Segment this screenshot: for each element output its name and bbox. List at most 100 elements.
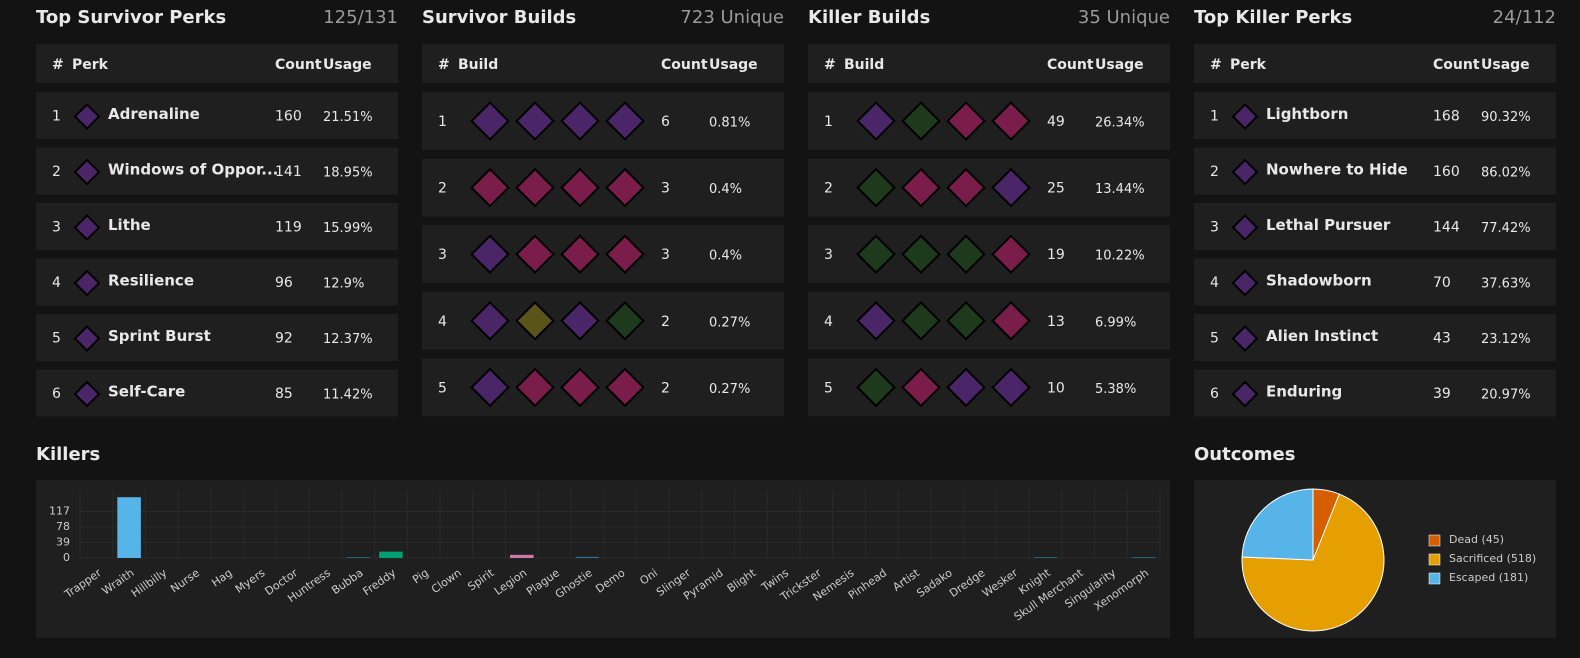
icon [856, 234, 896, 274]
perk-name: Windows of Oppor... [108, 161, 278, 179]
icon [1231, 214, 1259, 241]
icon [560, 301, 600, 341]
column-header: Build [844, 57, 884, 73]
perk-name: Sprint Burst [108, 327, 211, 345]
column-header: # [1210, 57, 1222, 73]
rank: 5 [1210, 331, 1219, 347]
count: 10 [1047, 380, 1065, 396]
column-header: # [824, 57, 836, 73]
rank: 4 [824, 314, 833, 330]
icon [1231, 158, 1259, 186]
usage: 5.38% [1095, 382, 1136, 397]
column-header: Count [661, 57, 708, 73]
usage: 11.42% [323, 388, 373, 403]
count: 168 [1433, 109, 1460, 125]
rank: 4 [1210, 275, 1219, 291]
count: 6 [661, 114, 670, 130]
column-header: Count [275, 57, 322, 73]
rank: 1 [438, 114, 447, 130]
pie-slice [1241, 488, 1314, 561]
pie-slice [1241, 493, 1385, 632]
icon [946, 367, 986, 408]
rank: 4 [52, 275, 61, 291]
rank: 3 [1210, 220, 1219, 236]
column-header: Count [1433, 57, 1480, 73]
column-header: Usage [323, 57, 372, 73]
icon [856, 301, 896, 341]
count: 70 [1433, 275, 1451, 291]
icon [856, 367, 896, 408]
icon [605, 167, 645, 208]
column-header: Usage [1481, 57, 1530, 73]
legend-swatch [1428, 572, 1441, 585]
perk-name: Lethal Pursuer [1266, 216, 1391, 234]
panel-summary: 723 Unique [680, 7, 784, 28]
rank: 2 [1210, 164, 1219, 180]
count: 96 [275, 275, 293, 291]
icon [901, 167, 941, 208]
icon [515, 234, 555, 274]
bar [510, 554, 534, 558]
header-row [808, 44, 1170, 83]
icon [73, 325, 101, 352]
rank: 3 [438, 247, 447, 263]
icon [470, 101, 510, 141]
bar [117, 497, 141, 558]
icon [470, 301, 510, 341]
perk-name: Nowhere to Hide [1266, 161, 1408, 179]
legend-label: Escaped (181) [1449, 571, 1528, 584]
icon [1231, 325, 1259, 352]
bar [1131, 557, 1156, 558]
count: 43 [1433, 331, 1451, 347]
column-header: Perk [1230, 57, 1267, 73]
column-header: # [438, 57, 450, 73]
icon [515, 367, 555, 408]
icon [901, 367, 941, 408]
icon [470, 367, 510, 408]
usage: 20.97% [1481, 388, 1531, 403]
icon [515, 101, 555, 141]
count: 144 [1433, 220, 1460, 236]
icon [515, 301, 555, 341]
count: 2 [661, 380, 670, 396]
icon [901, 101, 941, 141]
icon [605, 234, 645, 274]
icon [901, 234, 941, 274]
icon [515, 167, 555, 208]
header-row [36, 44, 398, 83]
panel-title: Survivor Builds [422, 7, 576, 28]
icon [946, 167, 986, 208]
count: 3 [661, 181, 670, 197]
header-row [422, 44, 784, 83]
column-header: Build [458, 57, 498, 73]
count: 39 [1433, 386, 1451, 402]
count: 141 [275, 164, 302, 180]
bar [379, 551, 403, 558]
rank: 2 [824, 181, 833, 197]
panel-summary: 125/131 [323, 7, 398, 28]
usage: 0.81% [709, 116, 750, 131]
usage: 77.42% [1481, 221, 1531, 236]
column-header: # [52, 57, 64, 73]
section-title: Outcomes [1194, 444, 1295, 465]
count: 49 [1047, 114, 1065, 130]
count: 13 [1047, 314, 1065, 330]
perk-name: Adrenaline [108, 105, 200, 123]
bar [575, 556, 600, 558]
legend-label: Sacrificed (518) [1449, 552, 1536, 565]
usage: 13.44% [1095, 182, 1145, 197]
column-header: Usage [1095, 57, 1144, 73]
usage: 0.4% [709, 249, 742, 264]
usage: 10.22% [1095, 249, 1145, 264]
chart-panel [36, 480, 1170, 638]
icon [991, 167, 1031, 208]
icon [605, 301, 645, 341]
rank: 4 [438, 314, 447, 330]
usage: 26.34% [1095, 116, 1145, 131]
icon [73, 103, 101, 130]
panel-summary: 35 Unique [1078, 7, 1170, 28]
perk-name: Lightborn [1266, 105, 1348, 123]
usage: 90.32% [1481, 110, 1531, 125]
